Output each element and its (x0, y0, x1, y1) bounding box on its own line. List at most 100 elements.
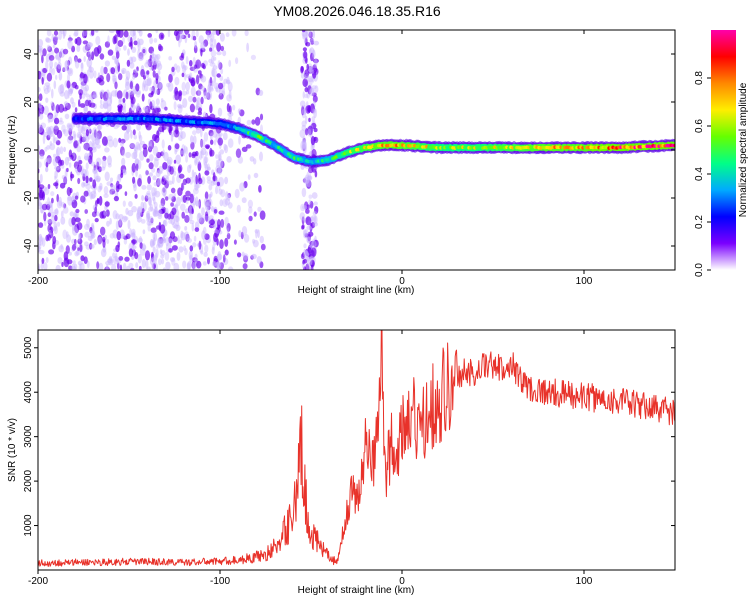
heatmap-cell (38, 144, 41, 152)
heatmap-cell (302, 33, 305, 40)
heatmap-cell (301, 124, 307, 131)
heatmap-cell (149, 66, 153, 71)
heatmap-cell (213, 232, 218, 243)
heatmap-cell (194, 227, 200, 233)
heatmap-cell (171, 245, 178, 251)
heatmap-cell (189, 193, 194, 204)
colorbar-tick-label: 0.2 (694, 215, 705, 229)
heatmap-cell (178, 246, 184, 253)
heatmap-cell (117, 184, 123, 190)
heatmap-cell (313, 127, 318, 133)
heatmap-cell (228, 59, 232, 67)
heatmap-cell (198, 35, 204, 44)
heatmap-cell (49, 202, 53, 208)
heatmap-cell (39, 173, 43, 183)
heatmap-cell (189, 103, 195, 113)
heatmap-cell (68, 251, 72, 256)
colorbar-ticks: 0.0 0.2 0.4 0.6 0.8 (694, 71, 711, 277)
snr-frame (37, 329, 676, 571)
top-x-tick-label: -200 (28, 276, 48, 287)
heatmap-cell (107, 35, 110, 44)
heatmap-cell (129, 81, 133, 90)
heatmap-cell (164, 180, 170, 189)
heatmap-cell (71, 45, 76, 53)
colorbar-tick-label: 0.6 (694, 119, 705, 133)
heatmap-cell (64, 156, 70, 166)
heatmap-cell (309, 48, 312, 54)
heatmap-cell (141, 185, 147, 190)
heatmap-cell (312, 95, 318, 103)
heatmap-cell (61, 262, 64, 267)
heatmap-cell (109, 94, 113, 104)
heatmap-cell (38, 241, 42, 246)
heatmap-cell (167, 180, 173, 185)
heatmap-cell (110, 67, 116, 75)
heatmap-cell (125, 151, 131, 159)
heatmap-cell (192, 135, 197, 145)
heatmap-cell (57, 120, 64, 125)
heatmap-cell (45, 97, 49, 103)
heatmap-noise-layer (38, 30, 320, 270)
heatmap-cell (120, 138, 126, 144)
heatmap-cell (152, 134, 157, 142)
heatmap-cell (152, 254, 157, 265)
heatmap-cell (89, 234, 95, 240)
heatmap-cell (185, 233, 190, 242)
heatmap-cell (235, 148, 242, 158)
heatmap-cell (144, 61, 151, 68)
heatmap-cell (43, 211, 47, 222)
heatmap-cell (198, 107, 202, 113)
bottom-y-axis: 1000 2000 3000 4000 5000 (23, 336, 675, 537)
heatmap-cell (241, 251, 245, 257)
heatmap-cell (303, 176, 310, 185)
heatmap-cell (134, 145, 138, 154)
heatmap-cell (64, 60, 70, 69)
heatmap-cell (63, 176, 68, 184)
heatmap-cell (79, 73, 86, 79)
heatmap-cell (75, 36, 82, 46)
heatmap-cell (167, 145, 172, 151)
heatmap-cell (94, 135, 100, 146)
heatmap-cell (311, 116, 316, 122)
heatmap-cell (43, 105, 49, 116)
heatmap-cell (142, 229, 146, 235)
heatmap-cell (183, 145, 187, 153)
heatmap-cell (313, 40, 320, 46)
heatmap-cell (190, 79, 196, 87)
heatmap-cell (169, 210, 175, 220)
heatmap-cell (60, 243, 63, 250)
heatmap-cell (120, 146, 125, 156)
heatmap-cell (216, 253, 223, 261)
heatmap-cell (241, 197, 247, 204)
heatmap-cell (240, 231, 244, 240)
heatmap-cell (91, 51, 95, 61)
heatmap-cell (121, 215, 128, 223)
heatmap-cell (191, 30, 196, 38)
heatmap-cell (156, 130, 160, 139)
heatmap-cell (203, 198, 209, 207)
heatmap-cell (74, 195, 79, 200)
heatmap-cell (68, 162, 72, 168)
heatmap-cell (45, 60, 49, 71)
heatmap-cell (70, 88, 73, 94)
heatmap-cell (184, 226, 188, 231)
heatmap-cell (131, 46, 137, 54)
heatmap-cell (200, 127, 203, 138)
heatmap-cell (185, 196, 191, 201)
heatmap-cell (215, 159, 219, 167)
heatmap-cell (242, 253, 249, 261)
heatmap-cell (225, 191, 229, 200)
heatmap-cell (302, 144, 307, 154)
heatmap-cell (211, 67, 215, 78)
colorbar-tick-label: 0.8 (694, 71, 705, 85)
heatmap-cell (53, 105, 57, 111)
heatmap-cell (215, 261, 220, 268)
heatmap-cell (205, 30, 212, 36)
heatmap-cell (123, 216, 129, 221)
heatmap-cell (55, 52, 61, 61)
heatmap-cell (194, 253, 198, 259)
heatmap-cell (212, 130, 218, 138)
heatmap-cell (112, 35, 117, 45)
heatmap-cell (208, 215, 214, 220)
heatmap-cell (314, 206, 319, 214)
